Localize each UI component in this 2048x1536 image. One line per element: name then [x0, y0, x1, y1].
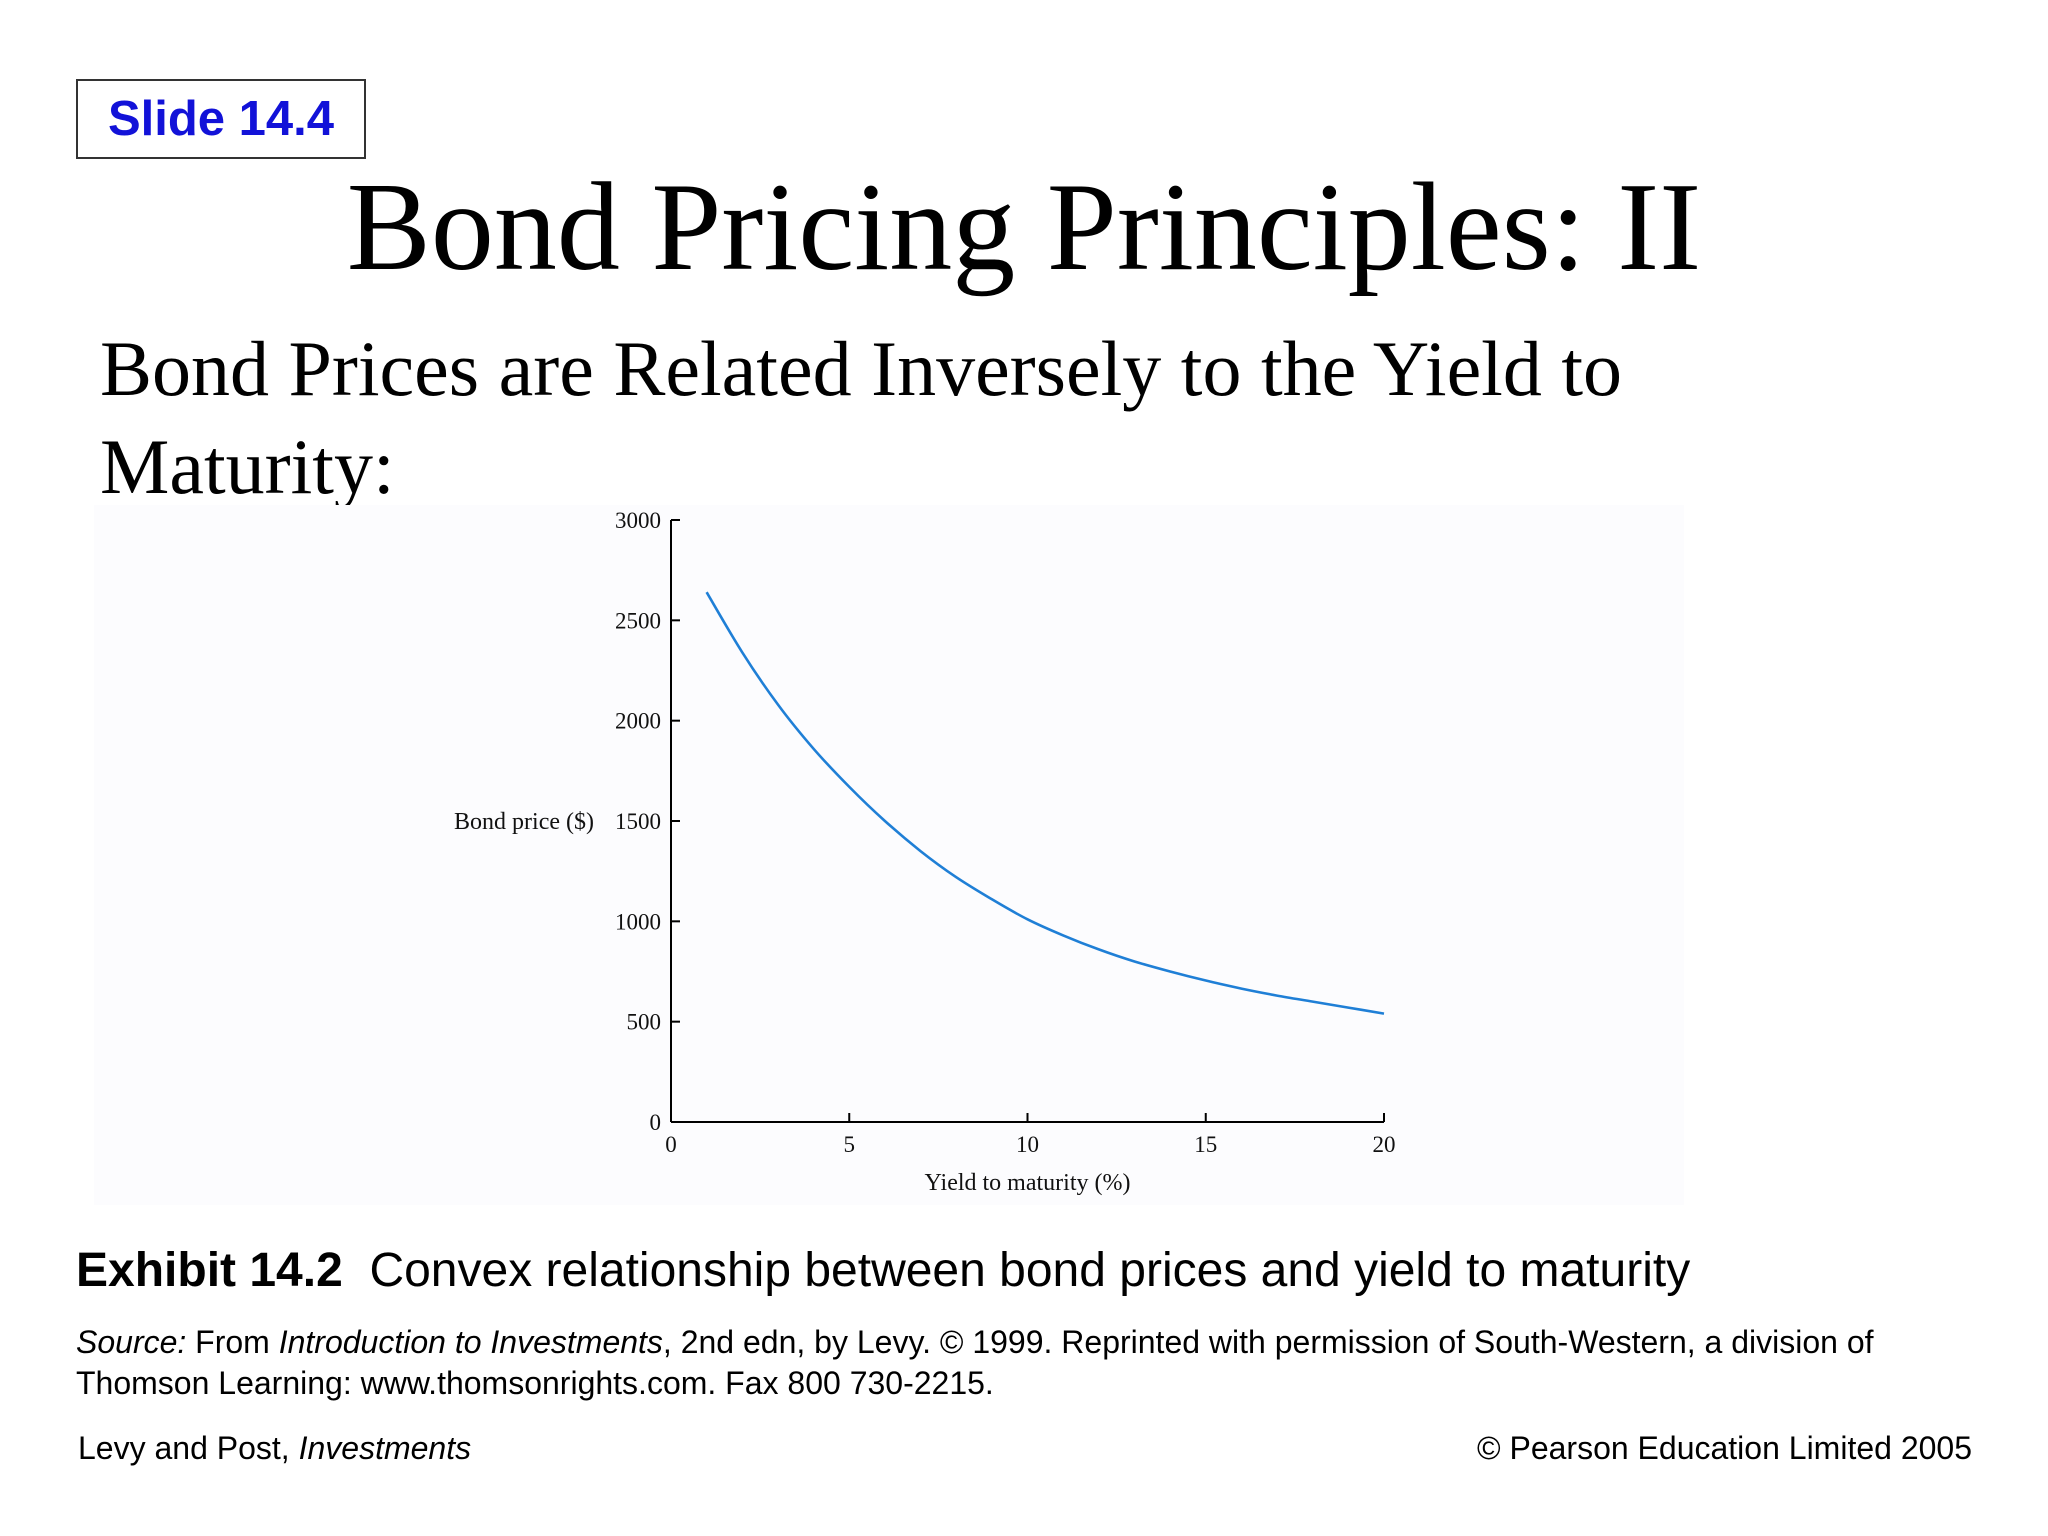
subtitle-line-2: Maturity: — [100, 423, 395, 510]
price-yield-curve — [705, 591, 1385, 1015]
y-tick-label: 2000 — [615, 709, 661, 734]
x-axis-label: Yield to maturity (%) — [925, 1170, 1131, 1196]
x-tick-label: 20 — [1373, 1132, 1396, 1157]
y-tick-label: 1000 — [615, 909, 661, 934]
exhibit-label: Exhibit 14.2 — [76, 1244, 343, 1297]
slide-number-label: Slide 14.4 — [107, 92, 335, 146]
x-axis-ticks: 0 5 10 15 20 — [665, 1113, 1396, 1157]
chart-panel: 0 500 1000 1500 2000 2500 3000 0 5 10 15 20 Bond p… — [94, 505, 1684, 1205]
footer-book-title: Investments — [298, 1430, 472, 1466]
y-tick-label: 1500 — [615, 809, 661, 834]
y-tick-label: 0 — [650, 1110, 662, 1135]
x-tick-label: 5 — [844, 1132, 856, 1157]
footer-authors-text: Levy and Post, — [78, 1430, 299, 1466]
bond-price-chart: 0 500 1000 1500 2000 2500 3000 0 5 10 15 20 Bond p… — [454, 508, 1396, 1196]
y-axis-ticks: 0 500 1000 1500 2000 2500 3000 — [615, 508, 680, 1135]
y-tick-label: 2500 — [615, 608, 661, 633]
source-book-title: Introduction to Investments — [278, 1324, 663, 1360]
slide-subtitle: Bond Prices are Related Inversely to the… — [100, 320, 1800, 516]
footer-authors: Levy and Post, Investments — [78, 1430, 471, 1467]
footer-copyright: © Pearson Education Limited 2005 — [1477, 1430, 1972, 1466]
x-tick-label: 15 — [1194, 1132, 1217, 1157]
subtitle-line-1: Bond Prices are Related Inversely to the… — [100, 325, 1623, 412]
x-tick-label: 10 — [1016, 1132, 1039, 1157]
y-tick-label: 3000 — [615, 508, 661, 533]
x-tick-label: 0 — [665, 1132, 677, 1157]
exhibit-description: Convex relationship between bond prices … — [369, 1244, 1691, 1297]
slide-title: Bond Pricing Principles: II — [346, 158, 1702, 297]
exhibit-caption: Exhibit 14.2 Convex relationship between… — [76, 1243, 1690, 1299]
source-note: Source: From Introduction to Investments… — [76, 1322, 1986, 1404]
y-axis-label: Bond price ($) — [454, 809, 594, 835]
source-text-a: From — [186, 1324, 279, 1360]
source-prefix: Source: — [76, 1324, 187, 1360]
source-text-b: , 2nd edn, by Levy. © 1999. Reprinted wi… — [76, 1324, 1874, 1401]
slide-number-badge: Slide 14.4 — [76, 79, 366, 159]
y-tick-label: 500 — [627, 1010, 662, 1035]
